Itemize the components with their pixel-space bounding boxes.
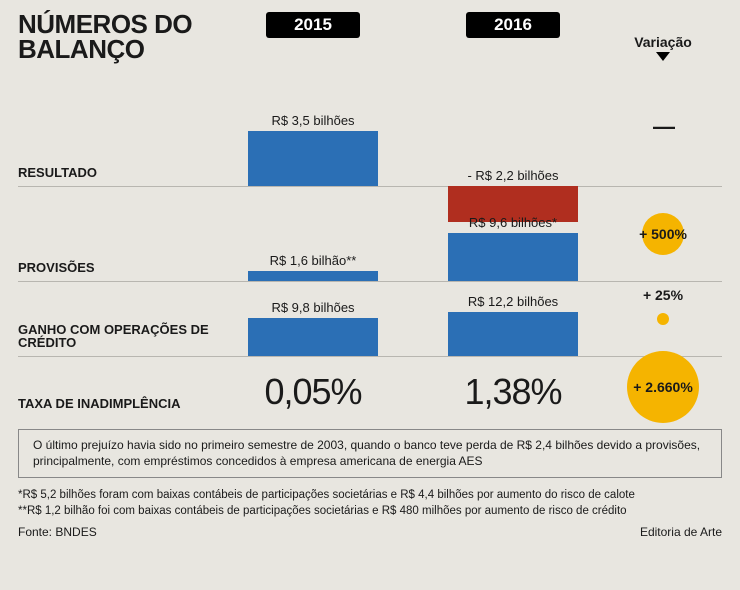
label-taxa: TAXA DE INADIMPLÊNCIA [18, 397, 213, 417]
row-taxa: TAXA DE INADIMPLÊNCIA 0,05% 1,38% + 2.66… [18, 357, 722, 417]
provisoes-2016-bar [448, 233, 578, 281]
source-text: Fonte: BNDES [18, 525, 97, 539]
row-provisoes: PROVISÕES R$ 1,6 bilhão** R$ 9,6 bilhões… [18, 187, 722, 282]
year-2016-col: 2016 [413, 12, 613, 38]
taxa-variation-text: + 2.660% [633, 379, 693, 395]
header-row: NÚMEROS DO BALANÇO 2015 2016 Variação [18, 12, 722, 67]
year-2015-col: 2015 [213, 12, 413, 38]
resultado-2015-value: R$ 3,5 bilhões [213, 113, 413, 128]
row-resultado: RESULTADO R$ 3,5 bilhões - R$ 2,2 bilhõe… [18, 67, 722, 187]
ganho-2015-bar [248, 318, 378, 356]
provisoes-2016-value: R$ 9,6 bilhões* [413, 215, 613, 230]
credit-text: Editoria de Arte [640, 525, 722, 539]
provisoes-variation-text: + 500% [639, 226, 687, 242]
taxa-2016: 1,38% [413, 371, 613, 417]
ganho-2015: R$ 9,8 bilhões [213, 300, 413, 356]
taxa-2015: 0,05% [213, 371, 413, 417]
provisoes-2015-bar [248, 271, 378, 281]
resultado-variation-dash: — [653, 114, 673, 140]
year-2015-pill: 2015 [266, 12, 360, 38]
footnote-2: **R$ 1,2 bilhão foi com baixas contábeis… [18, 504, 722, 520]
resultado-2015-bar [248, 131, 378, 186]
ganho-variation: + 25% [613, 282, 713, 356]
variation-label: Variação [634, 34, 692, 50]
year-2016-pill: 2016 [466, 12, 560, 38]
variation-header: Variação [613, 12, 713, 61]
arrow-down-icon [656, 52, 670, 61]
ganho-2016-bar [448, 312, 578, 356]
ganho-2015-value: R$ 9,8 bilhões [213, 300, 413, 315]
row-ganho: GANHO COM OPERAÇÕES DE CRÉDITO R$ 9,8 bi… [18, 282, 722, 357]
taxa-2015-value: 0,05% [213, 371, 413, 417]
ganho-2016: R$ 12,2 bilhões [413, 294, 613, 356]
ganho-2016-value: R$ 12,2 bilhões [413, 294, 613, 309]
label-provisoes: PROVISÕES [18, 261, 213, 281]
main-title: NÚMEROS DO BALANÇO [18, 12, 213, 61]
resultado-2015: R$ 3,5 bilhões [213, 113, 413, 186]
provisoes-2015-value: R$ 1,6 bilhão** [213, 253, 413, 268]
label-ganho: GANHO COM OPERAÇÕES DE CRÉDITO [18, 323, 213, 356]
infographic: NÚMEROS DO BALANÇO 2015 2016 Variação RE… [18, 12, 722, 578]
provisoes-variation: + 500% [613, 187, 713, 281]
ganho-variation-text: + 25% [643, 287, 683, 303]
footnotes: *R$ 5,2 bilhões foram com baixas contábe… [18, 488, 722, 519]
resultado-2016-value: - R$ 2,2 bilhões [413, 168, 613, 183]
resultado-2016: - R$ 2,2 bilhões [413, 67, 613, 186]
resultado-variation: — [613, 67, 713, 186]
taxa-2016-value: 1,38% [413, 371, 613, 417]
bottom-row: Fonte: BNDES Editoria de Arte [18, 525, 722, 539]
ganho-circle [657, 313, 669, 325]
provisoes-2016: R$ 9,6 bilhões* [413, 215, 613, 281]
footnote-1: *R$ 5,2 bilhões foram com baixas contábe… [18, 488, 722, 504]
note-box: O último prejuízo havia sido no primeiro… [18, 429, 722, 478]
taxa-variation: + 2.660% [613, 357, 713, 417]
label-resultado: RESULTADO [18, 166, 213, 186]
provisoes-2015: R$ 1,6 bilhão** [213, 253, 413, 281]
